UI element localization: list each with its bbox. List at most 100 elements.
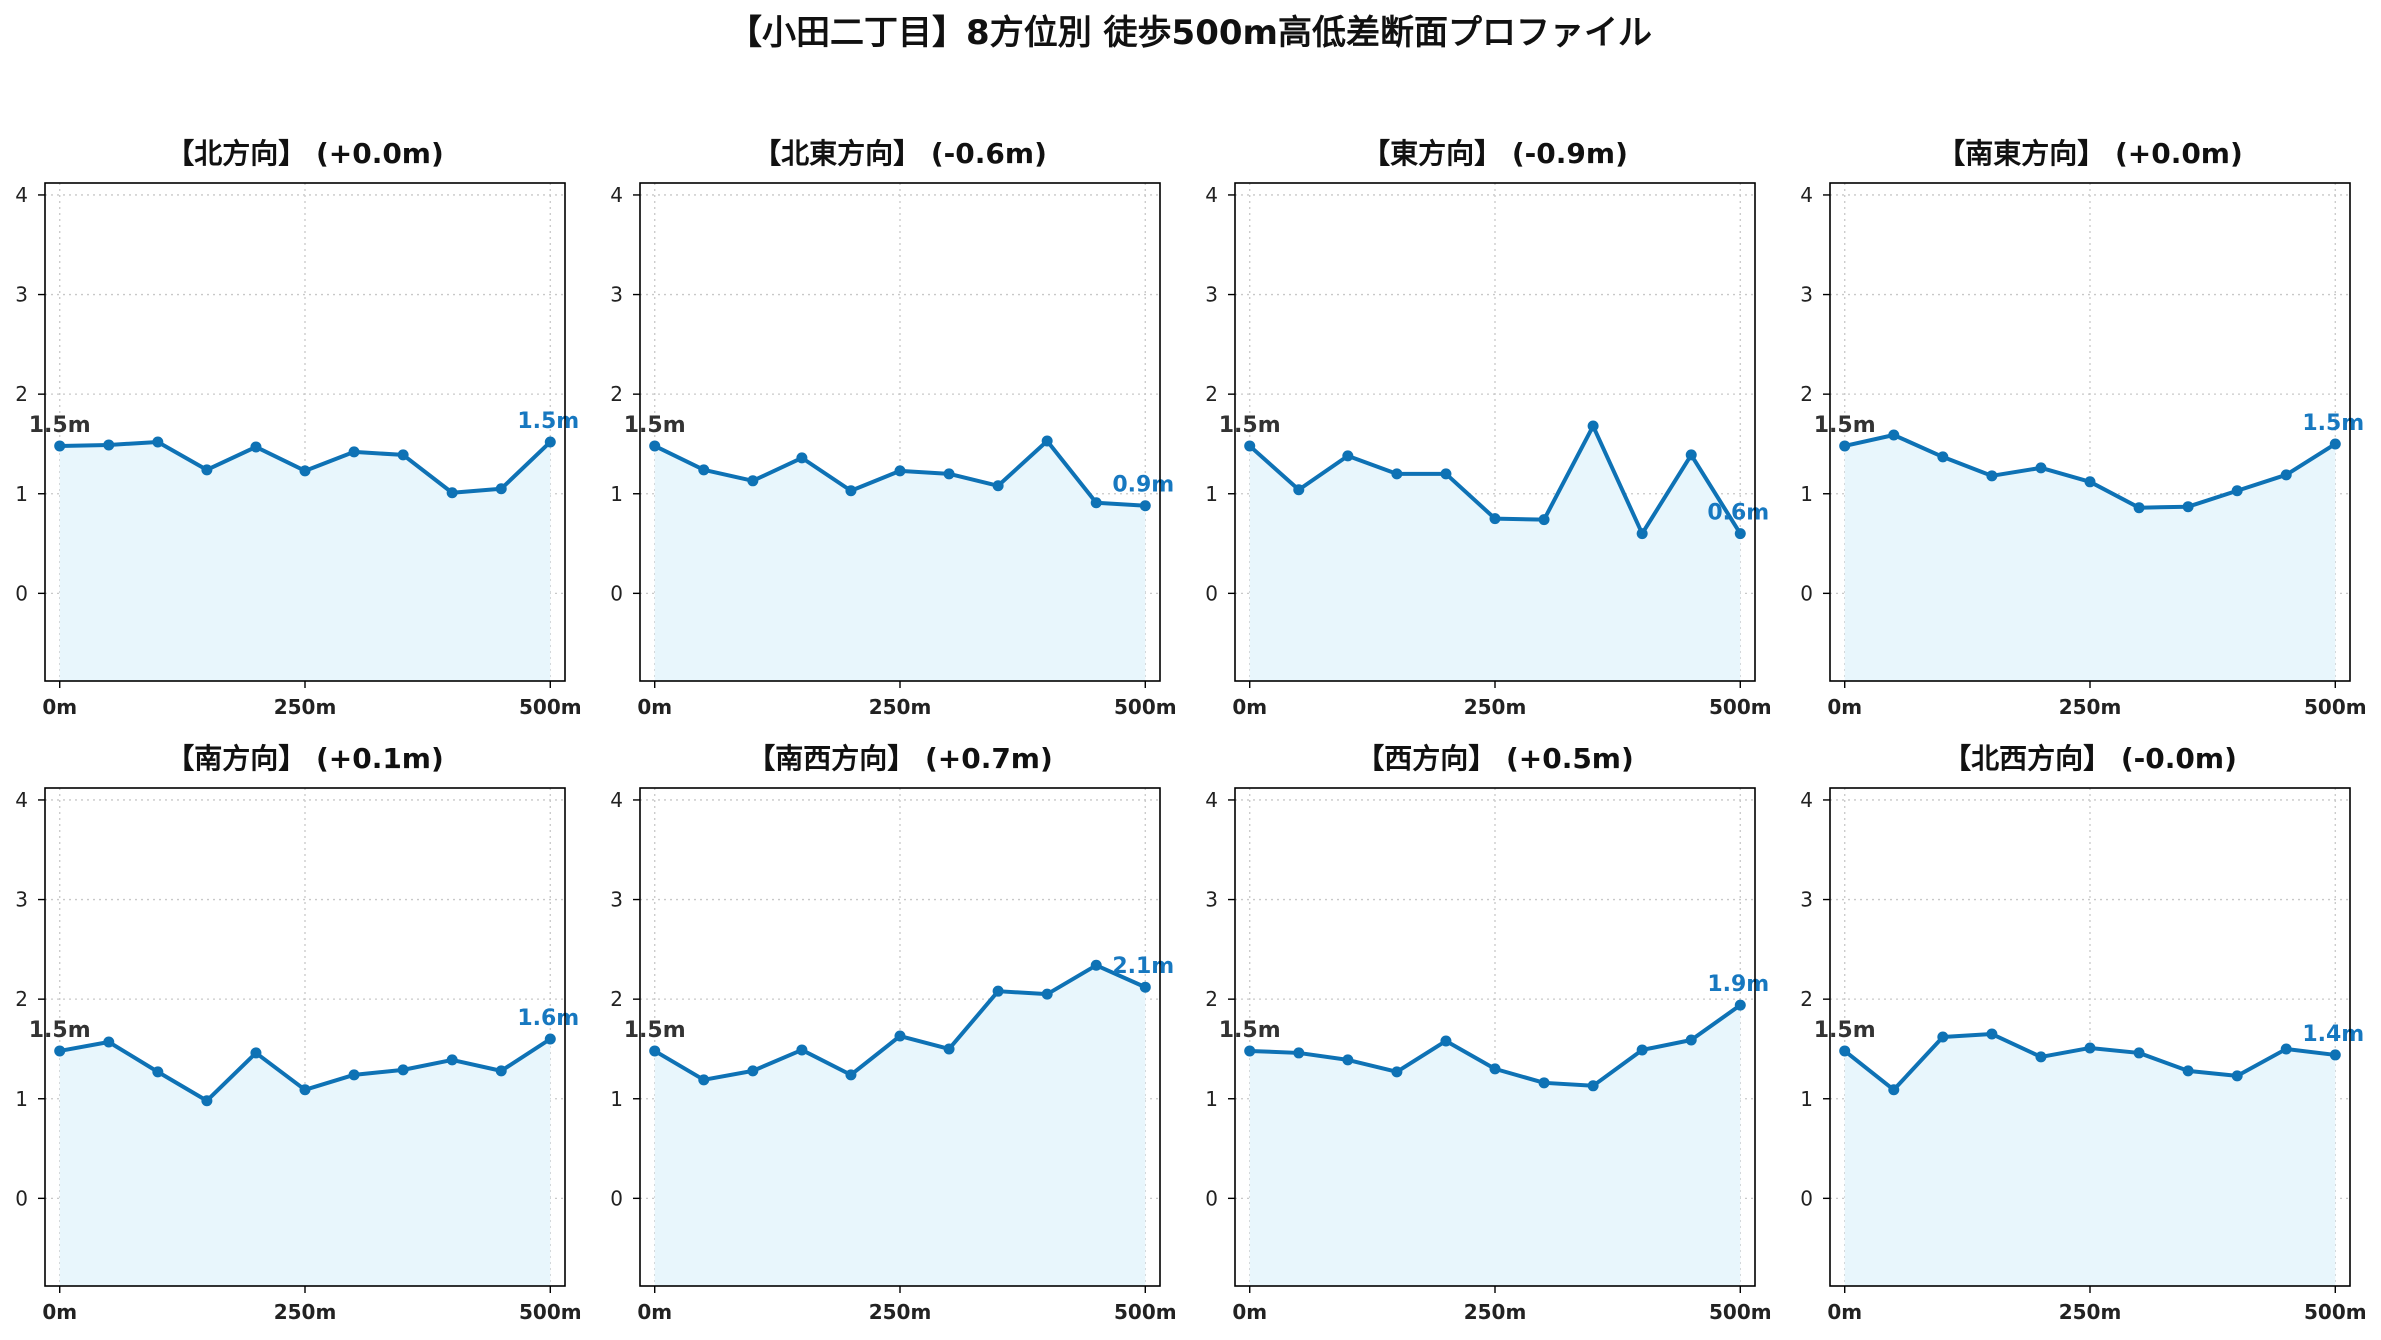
end-elevation-label: 0.6m bbox=[1707, 501, 1769, 526]
x-tick-label: 500m bbox=[1709, 1300, 1772, 1324]
elevation-point bbox=[1139, 500, 1151, 512]
plot-frame bbox=[639, 182, 1161, 682]
figure-title: 【小田二丁目】8方位別 徒歩500m高低差断面プロファイル bbox=[728, 13, 1652, 53]
elevation-area bbox=[1844, 1034, 2336, 1286]
y-tick-label: 3 bbox=[1800, 888, 1813, 912]
y-tick-label: 4 bbox=[15, 788, 28, 812]
x-tick-label: 500m bbox=[1114, 1300, 1177, 1324]
elevation-point bbox=[1888, 1084, 1900, 1096]
elevation-point bbox=[1538, 514, 1550, 526]
elevation-point bbox=[1986, 1028, 1998, 1040]
panel-title: 【北西方向】 (-0.0m) bbox=[1943, 742, 2237, 775]
elevation-point bbox=[348, 1069, 360, 1081]
elevation-point bbox=[894, 1030, 906, 1042]
y-tick-label: 4 bbox=[1205, 183, 1218, 207]
start-elevation-label: 1.5m bbox=[29, 1018, 91, 1043]
y-tick-label: 2 bbox=[15, 987, 28, 1011]
y-tick-label: 0 bbox=[1205, 1186, 1218, 1210]
y-tick-label: 1 bbox=[1205, 482, 1218, 506]
elevation-point bbox=[201, 464, 213, 476]
elevation-point bbox=[845, 1069, 857, 1081]
elevation-area bbox=[1844, 434, 2336, 681]
elevation-point bbox=[103, 439, 115, 451]
elevation-panel: 【北方向】 (+0.0m) 0 1 2 3 4 0m 250m 500m 1.5m 1.5m bbox=[15, 137, 581, 719]
x-tick-label: 250m bbox=[274, 1300, 337, 1324]
elevation-point bbox=[1839, 1045, 1851, 1057]
elevation-panel: 【北東方向】 (-0.6m) 0 1 2 3 4 0m 250m 500m 1.5m 0.9m bbox=[610, 137, 1176, 719]
x-tick-label: 0m bbox=[1232, 1300, 1267, 1324]
plot-frame bbox=[639, 787, 1161, 1287]
end-elevation-label: 1.4m bbox=[2302, 1022, 2364, 1047]
elevation-area bbox=[59, 1038, 551, 1286]
panel-title: 【北方向】 (+0.0m) bbox=[166, 137, 444, 170]
x-tick-label: 500m bbox=[1114, 695, 1177, 719]
elevation-point bbox=[2182, 501, 2194, 513]
elevation-point bbox=[446, 1054, 458, 1066]
elevation-point bbox=[152, 1066, 164, 1078]
y-tick-label: 4 bbox=[1800, 183, 1813, 207]
y-tick-label: 4 bbox=[610, 788, 623, 812]
elevation-point bbox=[1685, 1034, 1697, 1046]
start-elevation-label: 1.5m bbox=[1219, 1018, 1281, 1043]
y-tick-label: 1 bbox=[610, 1087, 623, 1111]
elevation-point bbox=[698, 464, 710, 476]
plot-frame bbox=[1829, 787, 2351, 1287]
elevation-point bbox=[1587, 1080, 1599, 1092]
elevation-point bbox=[992, 480, 1004, 492]
y-tick-label: 3 bbox=[610, 888, 623, 912]
x-tick-label: 500m bbox=[2304, 695, 2367, 719]
elevation-panel: 【南西方向】 (+0.7m) 0 1 2 3 4 0m 250m 500m 1.5m 2.1m bbox=[610, 742, 1176, 1324]
y-tick-label: 0 bbox=[610, 581, 623, 605]
elevation-point bbox=[201, 1095, 213, 1107]
panel-title: 【南西方向】 (+0.7m) bbox=[747, 742, 1053, 775]
elevation-point bbox=[1244, 1045, 1256, 1057]
end-elevation-label: 1.5m bbox=[2302, 411, 2364, 436]
y-tick-label: 2 bbox=[1800, 382, 1813, 406]
y-tick-label: 2 bbox=[1205, 382, 1218, 406]
elevation-point bbox=[250, 441, 262, 453]
start-elevation-label: 1.5m bbox=[624, 1018, 686, 1043]
elevation-point bbox=[1538, 1077, 1550, 1089]
end-elevation-label: 0.9m bbox=[1112, 473, 1174, 498]
elevation-panel: 【南東方向】 (+0.0m) 0 1 2 3 4 0m 250m 500m 1.5m 1.5m bbox=[1800, 137, 2366, 719]
end-elevation-label: 2.1m bbox=[1112, 954, 1174, 979]
panel-title: 【東方向】 (-0.9m) bbox=[1362, 137, 1628, 170]
elevation-point bbox=[446, 487, 458, 499]
elevation-point bbox=[747, 1065, 759, 1077]
start-elevation-label: 1.5m bbox=[1219, 413, 1281, 438]
elevation-point bbox=[2035, 462, 2047, 474]
elevation-point bbox=[1139, 981, 1151, 993]
panel-title: 【南方向】 (+0.1m) bbox=[166, 742, 444, 775]
elevation-point bbox=[2231, 485, 2243, 497]
elevation-point bbox=[1342, 1054, 1354, 1066]
elevation-point bbox=[1391, 1066, 1403, 1078]
elevation-point bbox=[544, 436, 556, 448]
elevation-point bbox=[1489, 1063, 1501, 1075]
x-tick-label: 250m bbox=[869, 1300, 932, 1324]
elevation-point bbox=[1937, 1031, 1949, 1043]
x-tick-label: 250m bbox=[1464, 1300, 1527, 1324]
panel-title: 【西方向】 (+0.5m) bbox=[1356, 742, 1634, 775]
elevation-area bbox=[1249, 1005, 1741, 1286]
elevation-point bbox=[2084, 476, 2096, 488]
elevation-point bbox=[1293, 1047, 1305, 1059]
elevation-point bbox=[348, 446, 360, 458]
y-tick-label: 4 bbox=[1205, 788, 1218, 812]
x-tick-label: 0m bbox=[1827, 695, 1862, 719]
x-tick-label: 500m bbox=[519, 1300, 582, 1324]
y-tick-label: 4 bbox=[610, 183, 623, 207]
y-tick-label: 1 bbox=[15, 482, 28, 506]
x-tick-label: 250m bbox=[2059, 1300, 2122, 1324]
elevation-point bbox=[544, 1033, 556, 1045]
x-tick-label: 250m bbox=[869, 695, 932, 719]
x-tick-label: 500m bbox=[2304, 1300, 2367, 1324]
elevation-point bbox=[845, 485, 857, 497]
x-tick-label: 500m bbox=[1709, 695, 1772, 719]
x-tick-label: 0m bbox=[1232, 695, 1267, 719]
elevation-point bbox=[2182, 1065, 2194, 1077]
elevation-point bbox=[1636, 528, 1648, 540]
elevation-point bbox=[1090, 959, 1102, 971]
y-tick-label: 2 bbox=[15, 382, 28, 406]
plot-frame bbox=[44, 787, 566, 1287]
